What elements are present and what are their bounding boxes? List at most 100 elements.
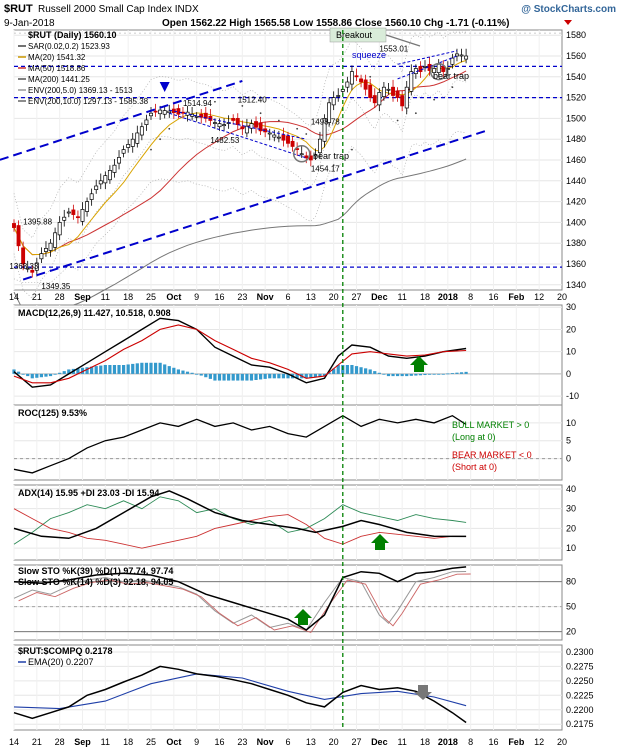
sar-dot <box>159 138 162 141</box>
macd-histogram-bar <box>304 373 308 379</box>
macd-histogram-bar <box>12 369 16 374</box>
price-candle <box>377 92 382 106</box>
price-candle <box>222 124 227 127</box>
sar-dot <box>396 119 399 122</box>
price-candle <box>244 125 249 134</box>
x-tick-label: 18 <box>123 737 133 747</box>
macd-histogram-bar <box>176 369 180 374</box>
green-up-arrow-icon <box>410 356 428 372</box>
x-tick-label: 11 <box>397 737 406 747</box>
macd-histogram-bar <box>277 373 281 379</box>
envelope-lower-line <box>13 130 467 284</box>
price-value-label: 1514.94 <box>183 99 212 108</box>
price-legend-entry: MA(200) 1441.25 <box>28 75 90 84</box>
x-tick-label: 18 <box>420 292 430 302</box>
macd-histogram-bar <box>459 372 464 374</box>
price-candle <box>158 109 163 115</box>
adx-y-tick-label: 20 <box>566 523 576 533</box>
price-candle <box>404 86 409 109</box>
x-tick-label: 12 <box>534 292 544 302</box>
macd-histogram-bar <box>313 373 317 378</box>
price-y-tick-label: 1400 <box>566 217 586 227</box>
macd-histogram-bar <box>131 363 135 374</box>
price-candle <box>363 79 368 90</box>
x-tick-label: Oct <box>166 737 181 747</box>
price-y-tick-label: 1340 <box>566 280 586 290</box>
price-candle <box>258 122 263 132</box>
macd-histogram-bar <box>117 365 121 374</box>
macd-y-tick-label: 0 <box>566 369 571 379</box>
plus-di-line <box>13 496 467 545</box>
relative-y-tick-label: 0.2300 <box>566 647 594 657</box>
sar-dot <box>451 86 454 89</box>
envelope-5-line <box>13 79 467 299</box>
chart-name: Russell 2000 Small Cap Index INDX <box>38 4 199 15</box>
sto-k14-line <box>13 571 467 631</box>
macd-histogram-bar <box>254 373 258 380</box>
sar-dot <box>433 98 436 101</box>
sar-dot <box>277 119 280 122</box>
macd-histogram-bar <box>213 373 217 381</box>
price-candle <box>249 123 254 129</box>
price-candle <box>21 247 26 265</box>
macd-histogram-bar <box>295 373 299 379</box>
price-candle <box>39 253 44 260</box>
price-candle <box>381 86 386 97</box>
macd-y-tick-label: 10 <box>566 347 576 357</box>
minus-di-line <box>13 508 467 549</box>
price-candle <box>25 267 30 270</box>
macd-histogram-bar <box>67 369 71 374</box>
price-candle <box>190 113 195 117</box>
roc-line <box>13 414 467 474</box>
ema20-line <box>13 673 467 710</box>
macd-histogram-bar <box>455 372 459 374</box>
price-candle <box>53 232 58 248</box>
x-tick-label: 13 <box>306 292 316 302</box>
price-candle <box>267 132 272 135</box>
stockcharts-logo: @ StockCharts.com <box>521 4 616 15</box>
price-candle <box>318 138 322 154</box>
channel-upper-line <box>169 109 307 140</box>
bear-trap-circle <box>429 62 448 81</box>
price-value-label: 1395.88 <box>23 217 52 226</box>
price-candle <box>327 102 332 123</box>
sar-dot <box>214 100 216 103</box>
annotation-bear-trap: bear trap <box>433 71 469 81</box>
price-candle <box>144 119 149 125</box>
relative-y-tick-label: 0.2175 <box>566 719 594 729</box>
relative-y-tick-label: 0.2225 <box>566 690 594 700</box>
x-tick-label: 20 <box>329 292 339 302</box>
price-candle <box>130 138 135 147</box>
price-candle <box>44 248 48 252</box>
macd-histogram-bar <box>391 373 395 377</box>
x-tick-label: 20 <box>329 737 339 747</box>
macd-histogram-bar <box>227 373 231 381</box>
x-tick-label: 2018 <box>438 292 458 302</box>
macd-histogram-bar <box>327 372 331 374</box>
macd-histogram-bar <box>153 362 158 374</box>
sar-dot <box>168 127 171 130</box>
roc-y-tick-label: 10 <box>566 418 576 428</box>
price-candle <box>48 242 53 251</box>
gray-down-arrow-icon <box>414 685 432 700</box>
price-y-tick-label: 1560 <box>566 51 586 61</box>
price-candle <box>112 164 117 173</box>
macd-histogram-bar <box>318 373 322 377</box>
macd-y-tick-label: -10 <box>566 391 579 401</box>
macd-histogram-bar <box>231 373 235 381</box>
x-tick-label: 8 <box>468 737 473 747</box>
price-candle <box>409 71 414 92</box>
x-tick-label: 28 <box>55 292 65 302</box>
sar-dot <box>150 148 152 151</box>
macd-histogram-bar <box>350 365 354 374</box>
macd-histogram-bar <box>336 365 340 374</box>
macd-histogram-bar <box>322 373 327 377</box>
adx-y-tick-label: 40 <box>566 484 576 494</box>
price-candle <box>345 81 350 88</box>
macd-histogram-bar <box>21 373 25 375</box>
relative-panel-title: $RUT:$COMPQ 0.2178 <box>18 646 113 656</box>
macd-histogram-bar <box>217 373 222 381</box>
macd-histogram-bar <box>158 362 162 374</box>
sar-dot <box>259 112 262 115</box>
